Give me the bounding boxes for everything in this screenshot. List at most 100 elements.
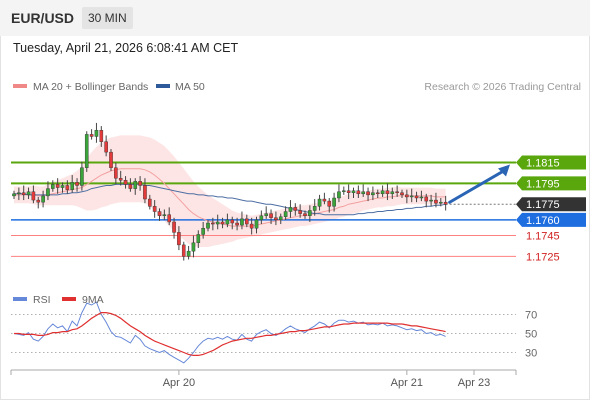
time-tick-label: Apr 23 [458, 377, 490, 389]
candle-body [439, 201, 443, 204]
candle-body [51, 184, 55, 189]
candle-body [31, 191, 36, 201]
candle-body [361, 191, 366, 195]
candle-body [414, 195, 419, 199]
candle-body [196, 234, 201, 244]
candle-body [240, 218, 244, 226]
price-legend: MA 20 + Bollinger Bands MA 50 Research © 2… [13, 81, 581, 93]
level-label-1.1815: 1.1815 [526, 158, 560, 170]
candle-body [152, 206, 157, 212]
candle-body [424, 196, 429, 202]
level-label-1.1795: 1.1795 [526, 178, 560, 190]
candle-body [278, 216, 283, 221]
candle-body [230, 219, 235, 224]
candle-body [342, 190, 346, 192]
rsi-tick-50: 50 [525, 329, 537, 341]
rsi-tick-70: 70 [525, 310, 537, 322]
candle-body [371, 192, 375, 196]
candle-body [400, 192, 404, 196]
candle-body [138, 181, 142, 186]
candle-body [118, 177, 123, 181]
candle-body [409, 195, 414, 198]
candle-body [55, 184, 60, 188]
candle-body [36, 199, 41, 203]
candle-body [99, 130, 104, 142]
candle-body [191, 242, 196, 252]
candle-body [12, 193, 16, 197]
candle-body [303, 213, 307, 216]
candle-body [259, 215, 264, 221]
candle-body [177, 232, 181, 246]
candle-body [26, 191, 31, 196]
candle-body [123, 180, 128, 185]
candle-body [206, 222, 210, 229]
level-label-1.1760: 1.1760 [526, 215, 560, 227]
candle-body [211, 222, 215, 225]
candle-body [254, 219, 259, 229]
rsi-ma-line [14, 312, 446, 356]
candle-body [172, 221, 176, 233]
candle-body [60, 185, 65, 188]
candle-body [215, 221, 220, 225]
candle-body [244, 218, 249, 225]
candles-layer [12, 122, 448, 261]
ma20-line [14, 168, 446, 227]
header-bar: EUR/USD 30 MIN [0, 0, 590, 36]
legend-label-rsi: RSI [33, 294, 51, 306]
candle-body [332, 197, 336, 207]
candle-body [346, 190, 351, 193]
candle-body [109, 151, 113, 168]
candle-body [114, 167, 118, 179]
time-axis: Apr 20 Apr 21 Apr 23 [10, 369, 517, 389]
legend-label-9ma: 9MA [82, 294, 104, 306]
candle-body [356, 190, 361, 195]
interval-button[interactable]: 30 MIN [82, 7, 133, 29]
projection-arrow [448, 168, 508, 204]
level-lines-layer [11, 161, 516, 257]
candle-body [46, 188, 50, 197]
candle-body [395, 191, 399, 193]
level-label-1.1725: 1.1725 [526, 251, 560, 263]
candle-body [312, 206, 317, 211]
candle-body [283, 211, 288, 217]
rsi-tick-30: 30 [525, 348, 537, 360]
candle-body [84, 134, 89, 168]
level-label-1.1775: 1.1775 [526, 199, 560, 211]
candle-body [41, 195, 45, 203]
candle-body [443, 201, 448, 205]
candle-body [405, 194, 409, 198]
candle-body [419, 196, 424, 199]
candle-body [366, 191, 370, 196]
timestamp: Tuesday, April 21, 2026 6:08:41 AM CET [13, 41, 239, 55]
candle-body [17, 192, 21, 195]
candle-body [167, 214, 172, 223]
candle-body [308, 210, 312, 216]
candle-body [274, 217, 278, 221]
candle-body [162, 214, 167, 216]
candle-body [186, 250, 191, 257]
moving-average-layer [14, 168, 446, 227]
candle-body [65, 185, 70, 190]
candle-body [235, 222, 239, 226]
legend-swatch-rsi [13, 297, 27, 301]
level-tag-1.1815 [516, 155, 586, 170]
rsi-panel: 70 50 30 RSI 9MA [11, 294, 537, 364]
candle-body [133, 181, 138, 189]
level-tag-1.1760 [516, 212, 586, 227]
legend-swatch-ma50 [156, 84, 170, 88]
candle-body [181, 244, 186, 257]
candle-body [75, 182, 79, 186]
candle-body [380, 190, 385, 195]
symbol-label: EUR/USD [11, 10, 75, 26]
legend-swatch-9ma [62, 297, 76, 301]
credit-text: Research © 2026 Trading Central [424, 81, 581, 93]
legend-swatch-ma20 [13, 84, 27, 88]
projection-arrow-head [498, 164, 510, 177]
candle-body [288, 207, 293, 212]
candle-body [201, 228, 205, 235]
candle-body [317, 198, 322, 207]
time-tick-label: Apr 21 [391, 377, 423, 389]
level-tag-1.1775 [516, 197, 586, 212]
candle-body [429, 199, 433, 202]
candle-body [128, 184, 133, 189]
